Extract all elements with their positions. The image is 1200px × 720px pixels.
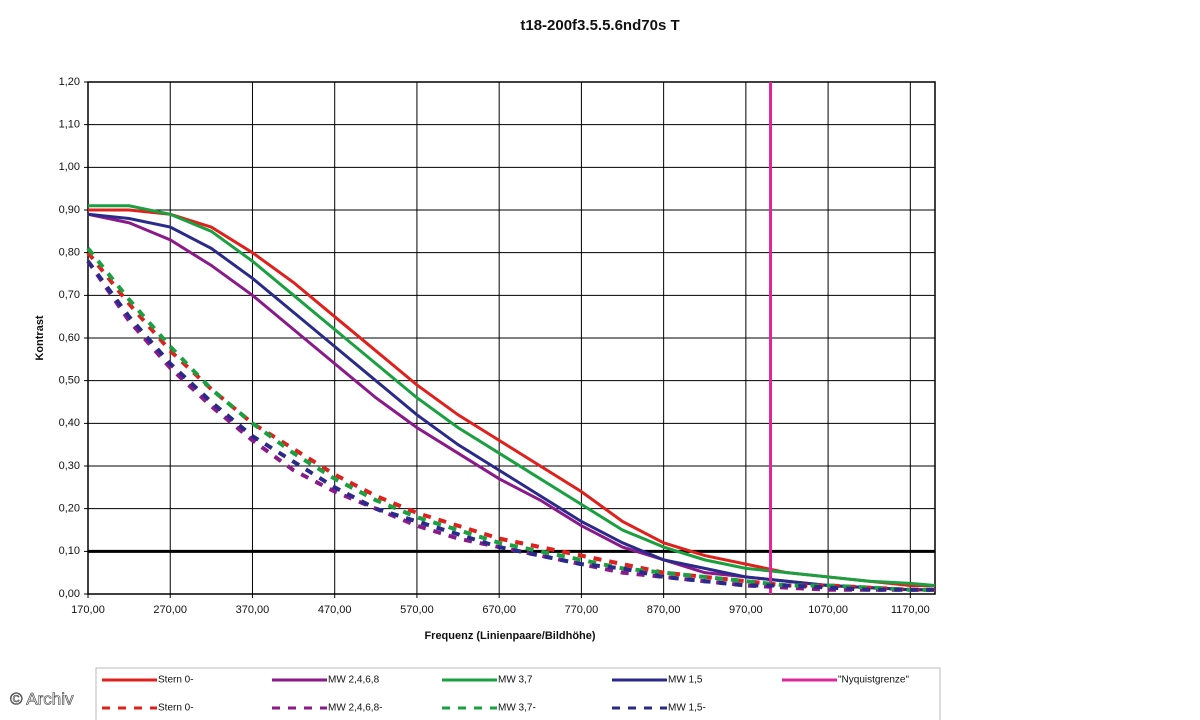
dashed-line <box>86 251 935 592</box>
legend-label: MW 3,7 <box>498 675 533 686</box>
y-tick-label: 0,10 <box>59 545 80 557</box>
x-tick-label: 170,00 <box>71 604 105 616</box>
series-line <box>88 204 936 587</box>
x-axis-title: Frequenz (Linienpaare/Bildhöhe) <box>424 630 595 642</box>
legend-label: Stern 0- <box>158 703 194 714</box>
y-tick-label: 1,10 <box>59 119 80 131</box>
x-tick-label: 1070,00 <box>808 604 848 616</box>
legend-box <box>95 667 941 720</box>
x-tick-label: 570,00 <box>400 604 434 616</box>
watermark: © Archiv <box>10 689 74 708</box>
series-line <box>87 212 935 592</box>
legend-label: MW 2,4,6,8 <box>328 675 380 686</box>
series-line <box>87 212 935 592</box>
plot-border <box>87 81 936 595</box>
x-tick-label: 370,00 <box>236 604 270 616</box>
y-tick-label: 0,80 <box>59 247 80 259</box>
y-tick-label: 0,60 <box>59 332 80 344</box>
x-tick-label: 970,00 <box>729 604 763 616</box>
y-tick-label: 0,30 <box>59 460 80 472</box>
dashed-line <box>86 247 935 592</box>
x-tick-label: 870,00 <box>647 604 681 616</box>
y-tick-label: 0,70 <box>59 289 80 301</box>
y-tick-label: 0,90 <box>59 204 80 216</box>
y-axis-title: Kontrast <box>34 315 46 361</box>
y-tick-label: 1,20 <box>59 76 80 88</box>
x-tick-label: 470,00 <box>318 604 352 616</box>
x-tick-label: 770,00 <box>565 604 599 616</box>
legend-label: MW 3,7- <box>498 703 536 714</box>
legend-label: MW 2,4,6,8- <box>328 703 382 714</box>
legend-label: MW 1,5- <box>668 703 706 714</box>
legend-label: "Nyquistgrenze" <box>838 675 909 686</box>
legend-label: Stern 0- <box>158 675 194 686</box>
dashed-line <box>86 260 935 592</box>
dashed-line <box>86 260 935 592</box>
y-tick-label: 0,50 <box>59 375 80 387</box>
y-tick-label: 0,40 <box>59 417 80 429</box>
chart-title: t18-200f3.5.5.6nd70s T <box>520 17 679 34</box>
x-tick-label: 670,00 <box>482 604 516 616</box>
y-tick-label: 0,00 <box>59 588 80 600</box>
x-tick-label: 270,00 <box>153 604 187 616</box>
y-tick-label: 0,20 <box>59 503 80 515</box>
legend-label: MW 1,5 <box>668 675 703 686</box>
y-tick-label: 1,00 <box>59 161 80 173</box>
x-tick-label: 1170,00 <box>891 604 930 616</box>
